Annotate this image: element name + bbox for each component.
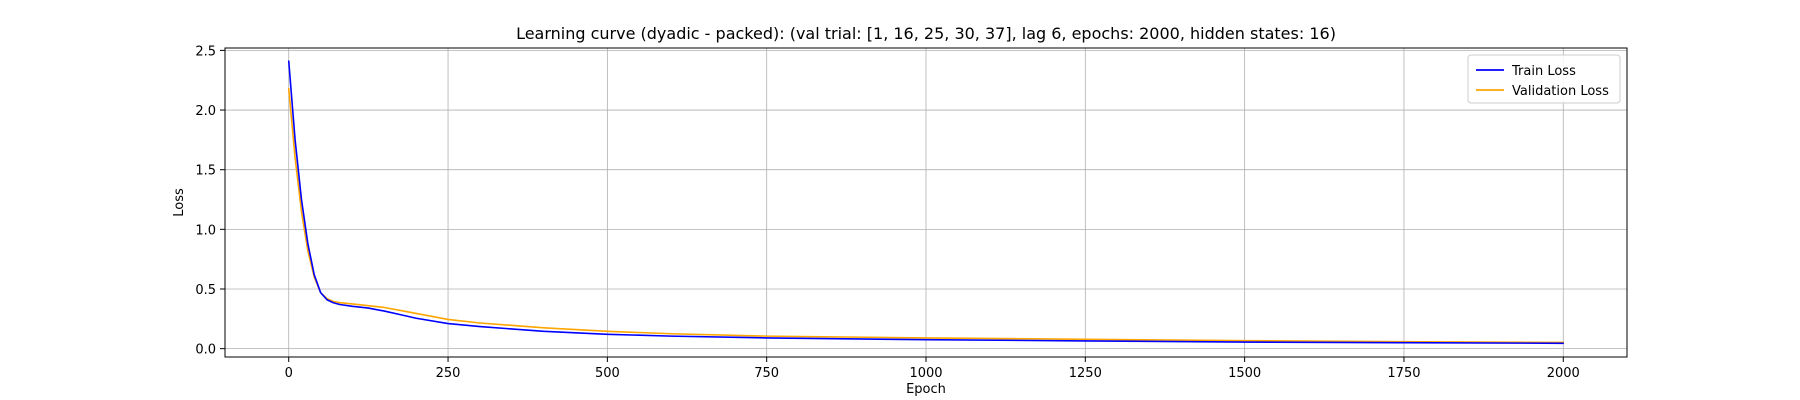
y-tick-label: 0.0	[195, 343, 216, 358]
series-line-validation-loss	[287, 87, 1565, 344]
legend-box	[1467, 54, 1621, 104]
legend-label: Validation Loss	[1512, 84, 1609, 99]
y-tick-label: 1.5	[195, 164, 216, 179]
chart-title: Learning curve (dyadic - packed): (val t…	[516, 24, 1336, 43]
x-tick-label: 500	[595, 366, 620, 381]
series-lines	[287, 60, 1565, 345]
x-tick-label: 750	[754, 366, 779, 381]
y-tick-label: 1.0	[195, 223, 216, 238]
y-tick-label: 2.5	[195, 44, 216, 59]
axis-ticks: 0 250 500 750 1000 1250 1500 1750 2000 0.0 0.5 1.0 1…	[195, 44, 1580, 381]
x-tick-label: 1750	[1387, 366, 1420, 381]
x-axis-title: Epoch	[906, 382, 946, 397]
y-axis-title: Loss	[172, 188, 187, 217]
series-line-train-loss	[287, 60, 1565, 345]
legend: Train Loss Validation Loss	[1467, 54, 1621, 104]
grid-lines	[225, 48, 1627, 357]
x-tick-label: 1000	[909, 366, 942, 381]
y-tick-label: 2.0	[195, 104, 216, 119]
legend-label: Train Loss	[1511, 64, 1576, 79]
x-tick-label: 1250	[1069, 366, 1102, 381]
x-tick-label: 0	[285, 366, 293, 381]
y-tick-label: 0.5	[195, 283, 216, 298]
x-tick-label: 250	[436, 366, 461, 381]
x-tick-label: 1500	[1228, 366, 1261, 381]
x-tick-label: 2000	[1547, 366, 1580, 381]
